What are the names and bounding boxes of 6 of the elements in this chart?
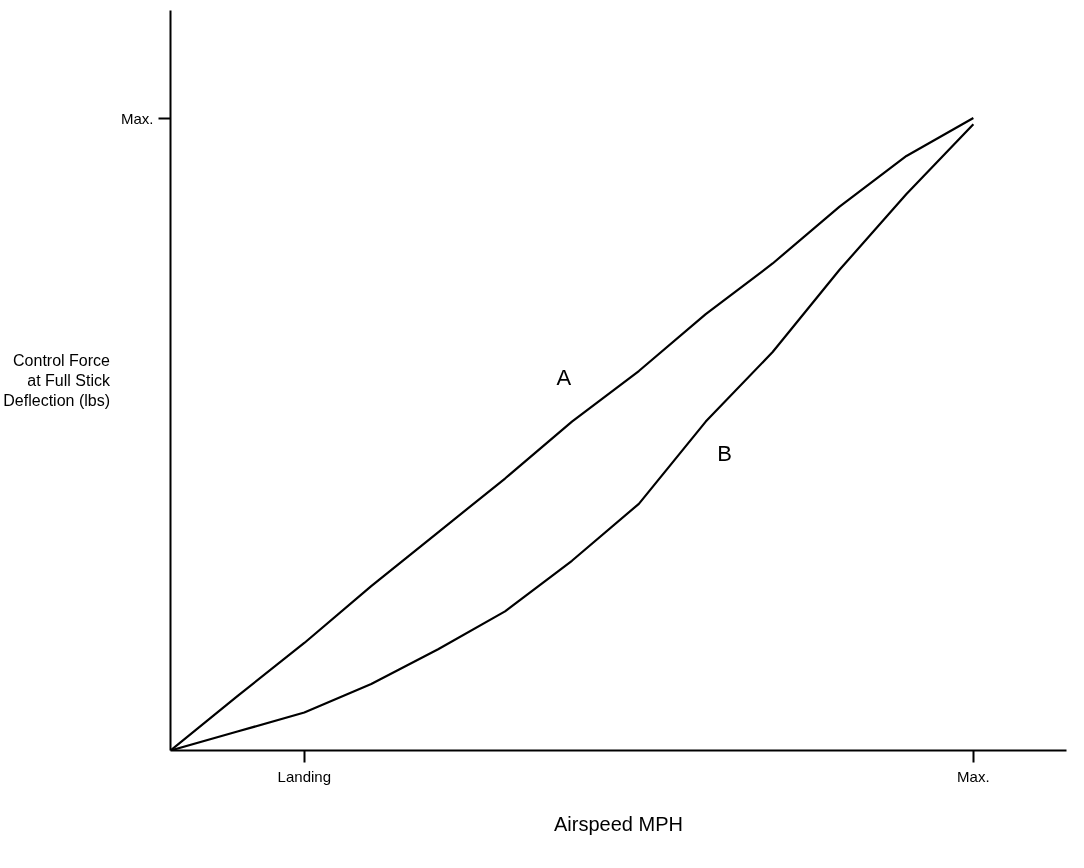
- annotation: A: [556, 364, 572, 390]
- x-tick-label: Landing: [277, 767, 332, 785]
- x-axis-title: Airspeed MPH: [554, 812, 683, 835]
- annotation: B: [717, 440, 732, 466]
- y-axis-title: Control Force at Full Stick Deflection (lbs): [3, 351, 111, 410]
- text: Max.: [121, 109, 154, 127]
